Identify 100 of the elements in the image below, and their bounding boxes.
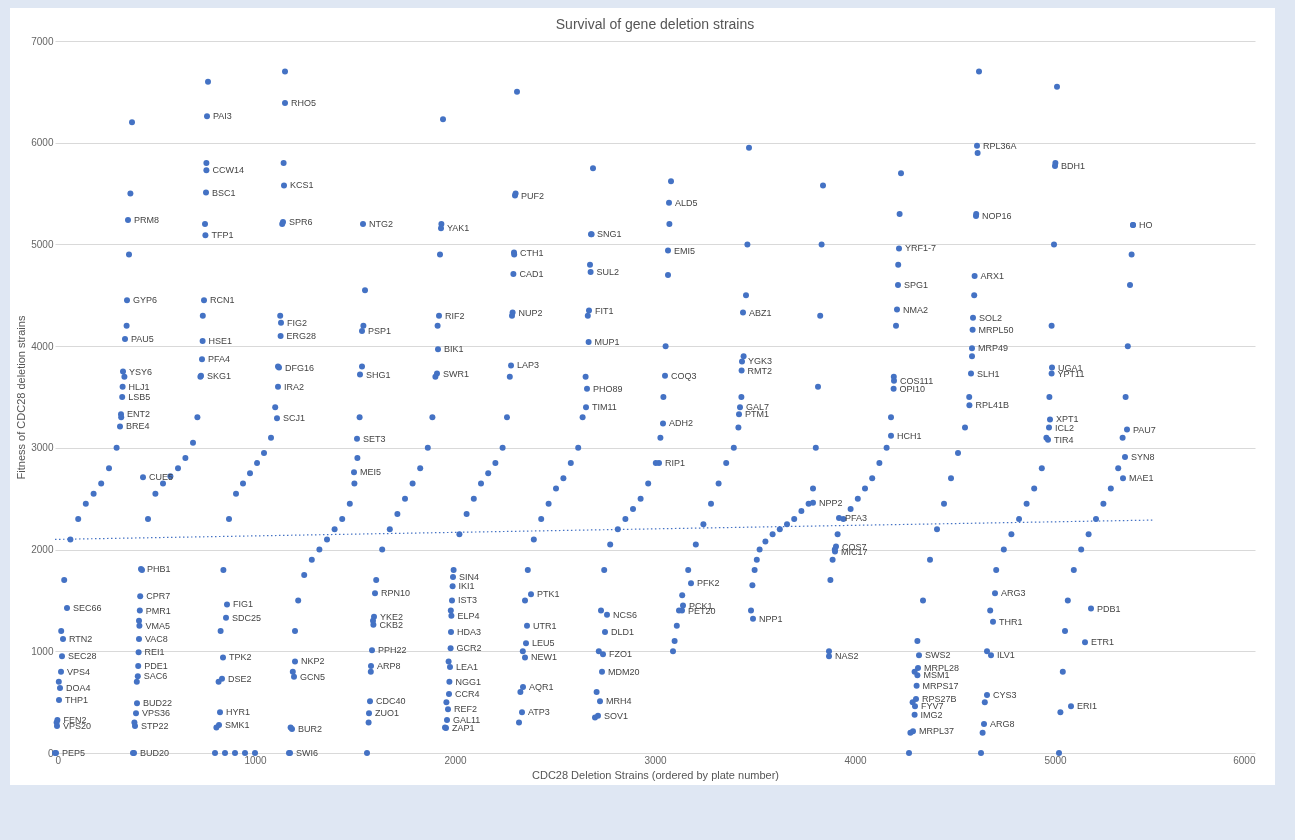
annotation: GCN5 — [300, 671, 326, 682]
y-tick-label: 7000 — [31, 35, 54, 47]
annotation: SKG1 — [207, 370, 232, 381]
annotation: CKB2 — [379, 619, 403, 630]
annotation: LAP3 — [517, 360, 540, 371]
x-tick-label: 1000 — [244, 754, 268, 766]
annotation: SDC25 — [232, 612, 262, 623]
annotation: PFK2 — [697, 578, 720, 589]
annotation: THR1 — [999, 616, 1023, 627]
y-tick-label: 4000 — [31, 340, 54, 352]
annotation: NTG2 — [369, 219, 394, 230]
annotation: ZAP1 — [452, 723, 475, 734]
annotation: ARG8 — [990, 719, 1015, 730]
annotation: SOV1 — [604, 710, 629, 721]
annotation: PAI3 — [213, 111, 232, 122]
y-tick-label: 5000 — [31, 238, 54, 250]
annotation: RPN10 — [381, 588, 411, 599]
annotation: SPG1 — [904, 280, 929, 291]
annotation: MRPL37 — [919, 726, 955, 737]
annotation: ARG3 — [1001, 588, 1026, 599]
x-tick-label: 5000 — [1044, 754, 1068, 766]
annotation: NCS6 — [613, 609, 638, 620]
annotation: COS111 — [900, 375, 934, 386]
y-tick-label: 2000 — [31, 544, 54, 556]
annotation: PHO89 — [593, 383, 623, 394]
annotation: ADH2 — [669, 418, 694, 429]
annotation: MRP49 — [978, 343, 1009, 354]
annotation: SAC6 — [143, 671, 168, 682]
annotation: COQ3 — [671, 370, 697, 381]
annotation: TIR4 — [1054, 434, 1074, 445]
annotation: NMA2 — [903, 304, 929, 315]
annotation: BUD22 — [143, 698, 173, 709]
annotation: NPP1 — [759, 613, 783, 624]
annotation: RPL41B — [975, 400, 1009, 411]
annotation: MAE1 — [1129, 473, 1154, 484]
annotation: LEA1 — [456, 662, 479, 673]
annotation: SYN8 — [1131, 452, 1155, 463]
annotation: SWS2 — [925, 650, 951, 661]
annotation: AQR1 — [529, 681, 554, 692]
annotation: VAC8 — [145, 634, 168, 645]
annotation: EMI5 — [674, 245, 696, 256]
annotation: NGG1 — [455, 676, 481, 687]
annotation: VMA5 — [145, 620, 170, 631]
annotation: SIN4 — [459, 572, 480, 583]
annotation: NPP2 — [819, 497, 843, 508]
annotation: BUD20 — [140, 748, 170, 758]
annotation: NEW1 — [531, 652, 558, 663]
x-tick-label: 3000 — [644, 754, 668, 766]
annotation: HCH1 — [897, 430, 922, 441]
annotation: ETR1 — [1091, 637, 1115, 648]
annotation: SEC66 — [73, 603, 102, 614]
annotation: MRPS17 — [922, 680, 959, 691]
annotation: SHG1 — [366, 369, 391, 380]
annotation: TIM11 — [592, 402, 617, 413]
y-axis-title: Fitness of CDC28 deletion strains — [15, 315, 28, 480]
annotation: FZO1 — [609, 649, 633, 660]
annotation: MDM20 — [608, 666, 640, 677]
annotation: REF2 — [454, 704, 478, 715]
x-tick-label: 4000 — [844, 754, 868, 766]
annotation: SLH1 — [977, 368, 1000, 379]
annotation: PTK1 — [537, 589, 560, 600]
annotation: PRM8 — [134, 215, 160, 226]
annotation: IMG2 — [920, 709, 943, 720]
annotation: SET3 — [363, 433, 386, 444]
annotation: SWI6 — [296, 748, 319, 758]
annotation: REI1 — [144, 647, 165, 658]
annotation: TFP1 — [211, 230, 234, 241]
annotation: MRH4 — [606, 696, 632, 707]
annotation: ARP8 — [377, 661, 401, 672]
annotation: BDH1 — [1061, 161, 1086, 172]
annotation: SNG1 — [597, 229, 622, 240]
annotation: PDE1 — [144, 661, 168, 672]
annotation: PUF2 — [521, 190, 545, 201]
annotation: HO — [1139, 220, 1153, 231]
annotation: PSP1 — [368, 325, 392, 336]
annotation: OPI10 — [899, 383, 926, 394]
annotation: IKI1 — [458, 581, 475, 592]
annotation: DFG16 — [285, 362, 315, 373]
annotation: SWR1 — [443, 368, 470, 379]
annotation: IST3 — [458, 595, 478, 606]
y-tick-label: 1000 — [31, 645, 54, 657]
annotation: BUR2 — [298, 724, 323, 735]
annotation: CTH1 — [520, 247, 544, 258]
annotation: CCR4 — [455, 689, 480, 700]
annotation: ZUO1 — [375, 708, 400, 719]
annotation: GAL11 — [453, 714, 481, 725]
annotation: PFA4 — [208, 354, 231, 365]
annotation: RPL36A — [983, 140, 1017, 151]
y-tick-label: 6000 — [31, 137, 54, 149]
annotation: PAU7 — [1133, 424, 1156, 435]
annotation: RHO5 — [291, 98, 317, 109]
annotation: ENT2 — [127, 409, 151, 420]
annotation: SCJ1 — [283, 413, 306, 424]
annotation: GCR2 — [456, 643, 482, 654]
annotation: ALD5 — [675, 197, 698, 208]
annotation: YAK1 — [447, 223, 470, 234]
annotation: CUE5 — [149, 472, 174, 483]
annotation: NUP2 — [518, 307, 543, 318]
annotation: PDB1 — [1097, 603, 1121, 614]
annotation: CDC40 — [376, 696, 406, 707]
